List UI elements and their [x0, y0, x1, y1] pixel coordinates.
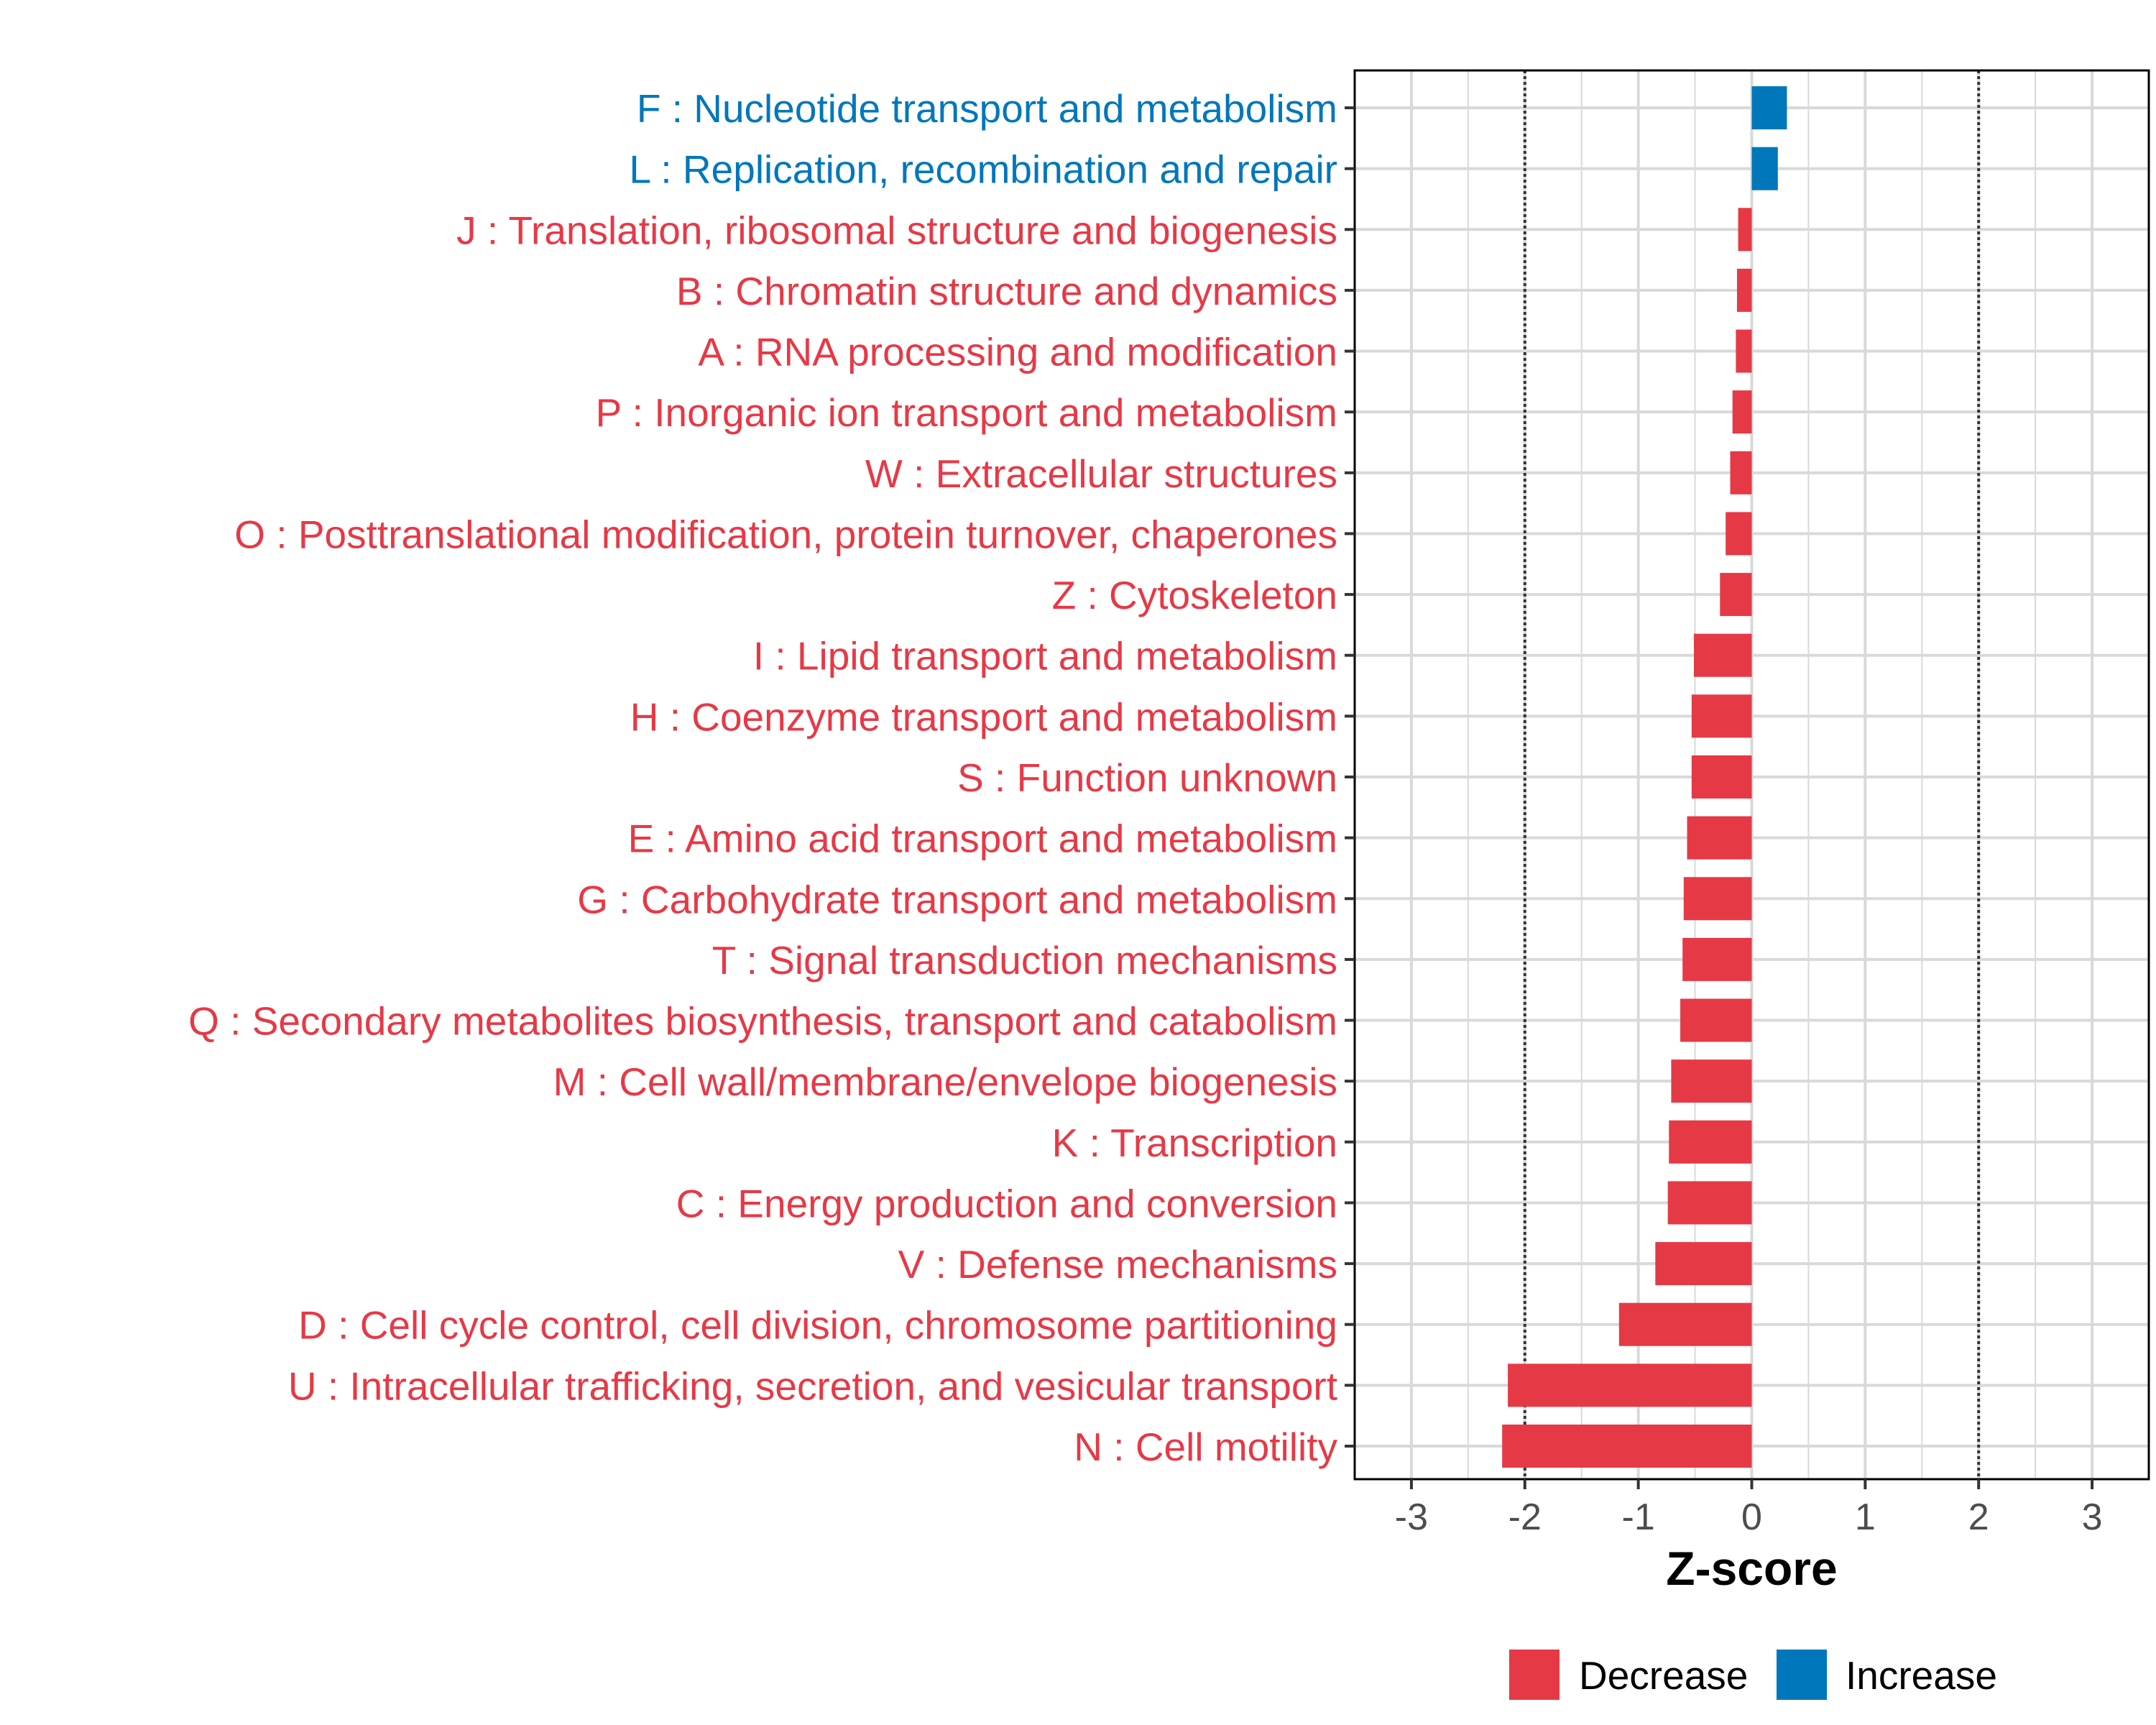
- category-label: K : Transcription: [1052, 1121, 1337, 1165]
- bar: [1751, 86, 1787, 129]
- bar: [1671, 1059, 1752, 1103]
- reference-lines: [1523, 70, 1981, 1479]
- category-label: J : Translation, ribosomal structure and…: [456, 208, 1337, 252]
- category-label: Z : Cytoskeleton: [1052, 573, 1337, 617]
- bar: [1669, 1120, 1752, 1164]
- bar: [1691, 694, 1752, 738]
- bars: [1502, 86, 1787, 1468]
- bar: [1726, 512, 1752, 556]
- bar: [1751, 147, 1778, 190]
- category-label: O : Posttranslational modification, prot…: [234, 512, 1337, 556]
- y-axis-ticks: [1345, 106, 1355, 1448]
- category-label: U : Intracellular trafficking, secretion…: [288, 1363, 1337, 1408]
- x-tick-label: 1: [1855, 1496, 1876, 1538]
- x-axis-ticks: [1409, 1479, 2094, 1489]
- bar: [1691, 755, 1752, 799]
- bar: [1682, 937, 1752, 981]
- category-label: N : Cell motility: [1074, 1425, 1337, 1469]
- bar: [1693, 633, 1752, 677]
- category-label: A : RNA processing and modification: [698, 330, 1337, 374]
- bar: [1738, 208, 1752, 252]
- x-tick-label: 3: [2082, 1496, 2103, 1538]
- bar: [1655, 1242, 1752, 1286]
- legend-swatch-decrease: [1509, 1650, 1560, 1700]
- bar: [1736, 329, 1752, 373]
- legend: Decrease Increase: [1509, 1650, 1997, 1700]
- category-label: S : Function unknown: [957, 755, 1337, 800]
- x-tick-label: 0: [1741, 1496, 1762, 1538]
- category-label: V : Defense mechanisms: [898, 1242, 1337, 1287]
- category-label: M : Cell wall/membrane/envelope biogenes…: [553, 1059, 1337, 1104]
- category-label: B : Chromatin structure and dynamics: [676, 269, 1337, 313]
- bar: [1667, 1181, 1752, 1225]
- category-label: F : Nucleotide transport and metabolism: [637, 86, 1337, 131]
- bar: [1736, 268, 1752, 312]
- category-label: L : Replication, recombination and repai…: [630, 147, 1337, 192]
- x-tick-label: -2: [1508, 1496, 1542, 1538]
- x-axis-title: Z-score: [1666, 1542, 1837, 1595]
- bar: [1732, 390, 1752, 434]
- category-label: I : Lipid transport and metabolism: [753, 634, 1337, 678]
- bar: [1508, 1363, 1752, 1407]
- category-label: G : Carbohydrate transport and metabolis…: [577, 877, 1337, 921]
- x-tick-label: 2: [1968, 1496, 1989, 1538]
- bar: [1687, 816, 1752, 860]
- category-label: E : Amino acid transport and metabolism: [628, 816, 1337, 861]
- legend-label-increase: Increase: [1846, 1653, 1997, 1698]
- category-labels: F : Nucleotide transport and metabolism L…: [188, 86, 1337, 1469]
- legend-swatch-increase: [1777, 1650, 1827, 1700]
- category-label: W : Extracellular structures: [865, 451, 1337, 496]
- bar: [1680, 998, 1752, 1042]
- category-label: T : Signal transduction mechanisms: [712, 938, 1337, 983]
- x-tick-labels: -3 -2 -1 0 1 2 3: [1395, 1496, 2103, 1538]
- category-label: H : Coenzyme transport and metabolism: [630, 694, 1337, 739]
- bar: [1502, 1425, 1752, 1468]
- x-tick-label: -3: [1395, 1496, 1428, 1538]
- bar: [1683, 877, 1752, 921]
- category-label: D : Cell cycle control, cell division, c…: [298, 1303, 1337, 1348]
- legend-label-decrease: Decrease: [1579, 1653, 1748, 1698]
- category-label: C : Energy production and conversion: [676, 1181, 1337, 1225]
- x-tick-label: -1: [1622, 1496, 1655, 1538]
- bar: [1730, 451, 1752, 494]
- bar: [1720, 573, 1752, 617]
- category-label: P : Inorganic ion transport and metaboli…: [596, 390, 1337, 435]
- bar: [1618, 1302, 1752, 1346]
- category-label: Q : Secondary metabolites biosynthesis, …: [188, 999, 1337, 1044]
